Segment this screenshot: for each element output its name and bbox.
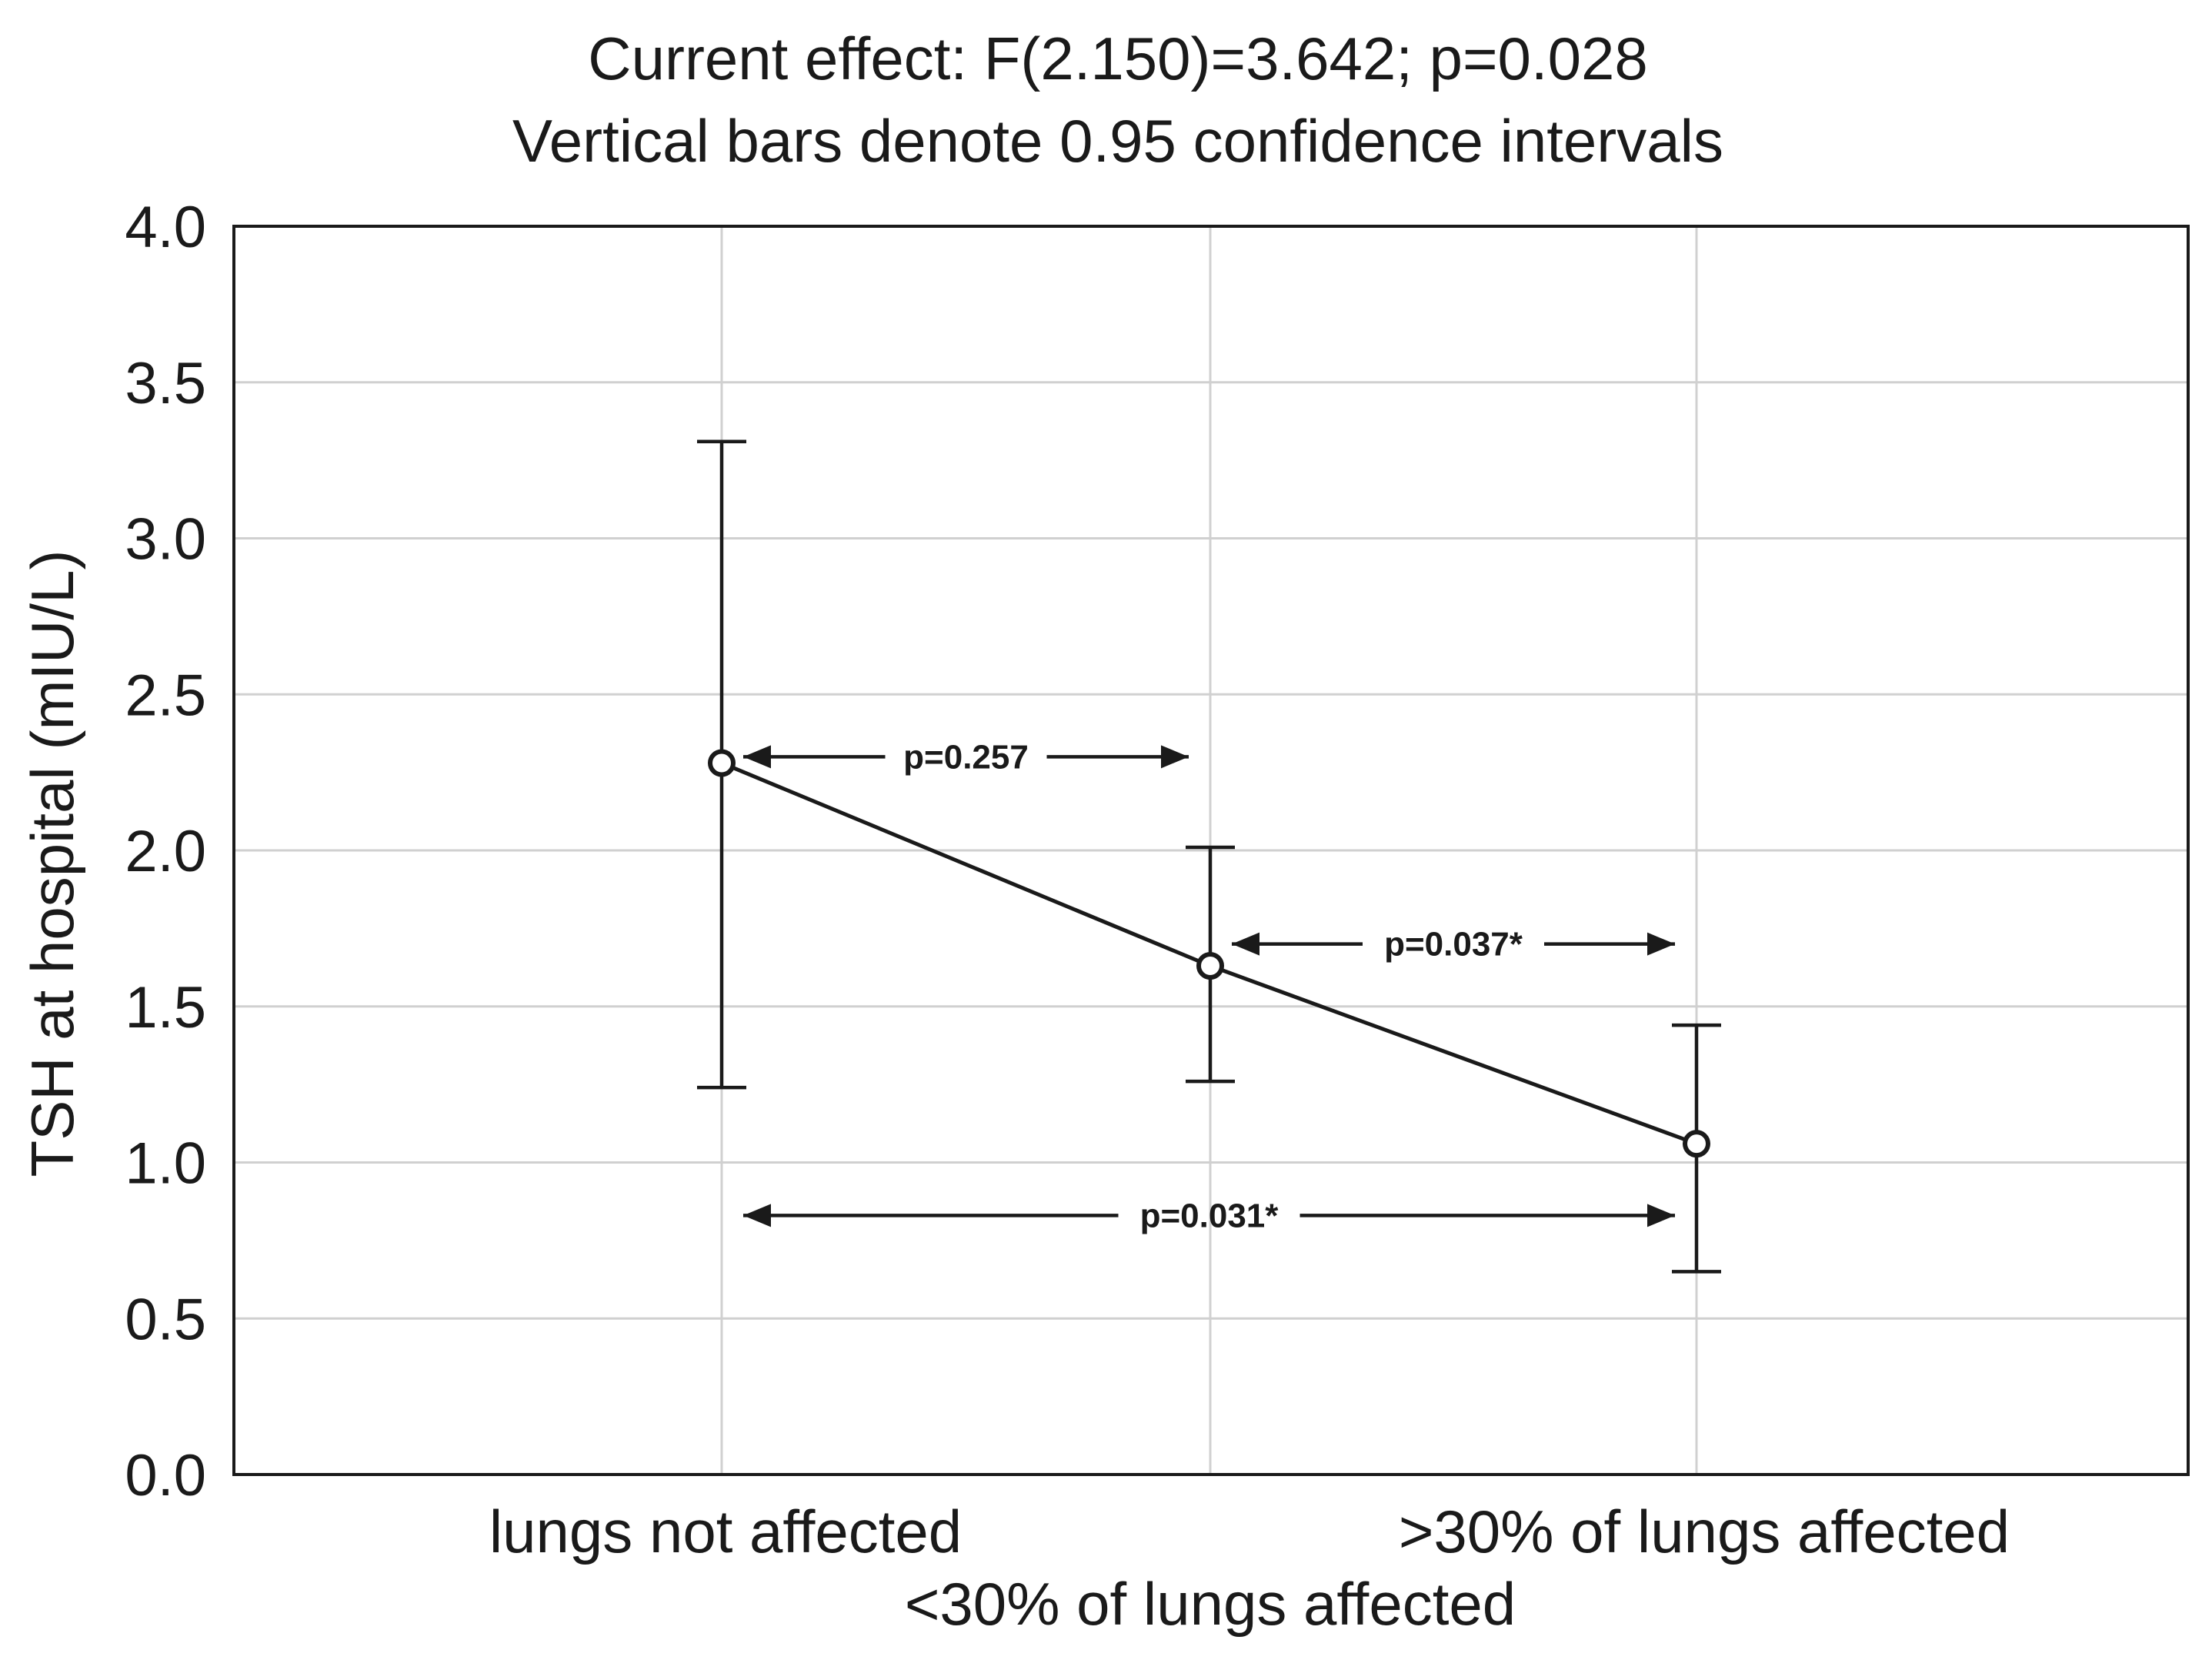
data-point	[1683, 1130, 1710, 1158]
data-point	[1196, 952, 1224, 980]
category-label: lungs not affected	[489, 1498, 962, 1565]
chart-title: Current effect: F(2.150)=3.642; p=0.028	[588, 25, 1647, 92]
category-label: <30% of lungs affected	[905, 1570, 1516, 1638]
annotation-label: p=0.031*	[1140, 1197, 1279, 1234]
annotation-arrowhead-right	[1161, 745, 1189, 769]
category-labels: lungs not affected<30% of lungs affected…	[489, 1498, 2010, 1638]
y-tick-label: 1.0	[125, 1131, 206, 1197]
annotation-label: p=0.037*	[1384, 926, 1523, 964]
y-tick-label: 3.5	[125, 351, 206, 416]
plot-frame	[232, 225, 2190, 1476]
annotation-arrowhead-left	[743, 1204, 771, 1227]
y-tick-labels: 0.0 0.5 1.0 1.5 2.0 2.5 3.0 3.5 4.0	[125, 195, 206, 1508]
y-axis-label: TSH at hospital (mIU/L)	[18, 550, 86, 1177]
y-tick-label: 3.0	[125, 507, 206, 573]
y-tick-label: 4.0	[125, 195, 206, 260]
y-tick-label: 2.0	[125, 819, 206, 884]
y-tick-label: 0.0	[125, 1443, 206, 1508]
y-tick-label: 1.5	[125, 975, 206, 1040]
annotation-arrowhead-right	[1647, 932, 1675, 956]
y-tick-label: 2.5	[125, 663, 206, 728]
data-point	[708, 749, 736, 777]
annotation-arrowhead-left	[743, 745, 771, 769]
annotation-arrowhead-left	[1232, 932, 1259, 956]
category-label: >30% of lungs affected	[1399, 1498, 2010, 1565]
annotation-layer: p=0.257 p=0.037* p=0.031*	[743, 738, 1675, 1234]
series-layer	[697, 439, 1721, 1274]
annotation-label: p=0.257	[903, 738, 1029, 776]
chart-subtitle: Vertical bars denote 0.95 confidence int…	[512, 107, 1723, 175]
y-tick-label: 0.5	[125, 1287, 206, 1352]
annotation-arrowhead-right	[1647, 1204, 1675, 1227]
